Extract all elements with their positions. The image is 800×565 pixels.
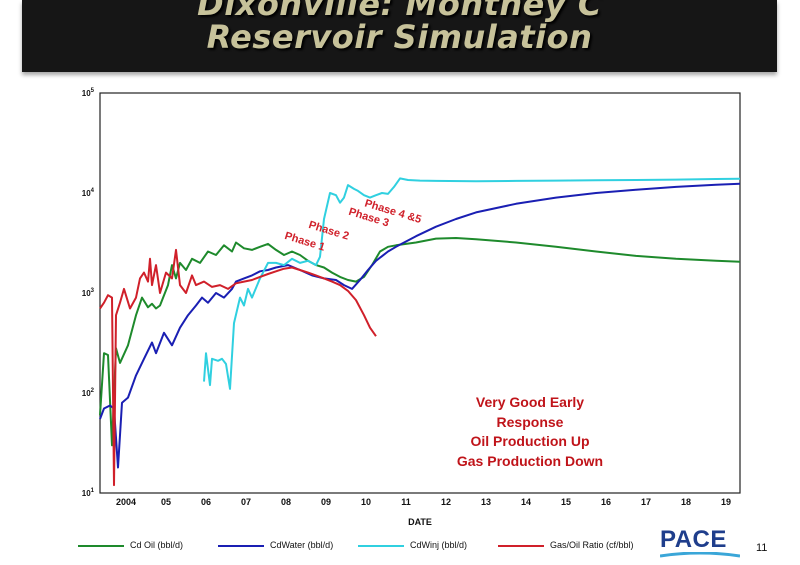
legend-item-injection: CdWinj (bbl/d) [358, 540, 467, 550]
series-line-2 [203, 177, 741, 390]
x-tick-label: 11 [401, 497, 411, 507]
chart-series [99, 177, 741, 487]
chart-axes [99, 92, 741, 494]
legend-item-gor: Gas/Oil Ratio (cf/bbl) [498, 540, 634, 550]
results-annotation: Very Good Early Response Oil Production … [430, 393, 630, 471]
series-line-3 [99, 248, 377, 487]
series-line-0 [99, 237, 741, 447]
slide-title-line-1: Dixonville: Montney C [197, 0, 602, 23]
x-tick-label: 05 [161, 497, 171, 507]
x-tick-label: 06 [201, 497, 211, 507]
x-tick-label: 07 [241, 497, 251, 507]
x-tick-label: 10 [361, 497, 371, 507]
y-tick-label: 103 [82, 288, 95, 298]
pace-logo: PACE [660, 526, 740, 558]
legend-label-gor: Gas/Oil Ratio (cf/bbl) [550, 540, 634, 550]
y-tick-label: 102 [82, 388, 95, 398]
legend-item-oil: Cd Oil (bbl/d) [78, 540, 183, 550]
x-tick-label: 14 [521, 497, 531, 507]
y-tick-label: 105 [82, 88, 95, 98]
legend-item-water: CdWater (bbl/d) [218, 540, 333, 550]
x-tick-label: 16 [601, 497, 611, 507]
x-tick-label: 19 [721, 497, 731, 507]
annotation-line-4: Gas Production Down [456, 452, 604, 469]
x-tick-label: 17 [641, 497, 651, 507]
legend-label-oil: Cd Oil (bbl/d) [130, 540, 184, 550]
y-tick-label: 104 [82, 188, 95, 198]
chart-tick-labels: 2004 05 06 07 08 09 10 11 12 13 14 15 16 17 18 19 101 102… [82, 88, 731, 507]
x-tick-label: 12 [441, 497, 451, 507]
legend-swatch-oil [78, 544, 124, 547]
slide-title-line-2: Reservoir Simulation [206, 18, 593, 56]
title-banner [22, 0, 777, 72]
x-tick-label: 18 [681, 497, 691, 507]
logo-swoosh-icon [660, 552, 740, 558]
legend-swatch-injection [358, 544, 404, 547]
x-tick-label: 13 [481, 497, 491, 507]
legend-label-injection: CdWinj (bbl/d) [410, 540, 468, 550]
chart-legend: Cd Oil (bbl/d) CdWater (bbl/d) CdWinj (b… [78, 540, 638, 554]
annotation-line-2: Response [496, 413, 564, 430]
legend-swatch-water [218, 544, 264, 547]
x-axis-label: DATE [408, 517, 432, 527]
legend-swatch-gor [498, 544, 544, 547]
annotation-line-1: Very Good Early [475, 394, 585, 410]
legend-label-water: CdWater (bbl/d) [270, 540, 334, 550]
x-tick-label: 09 [321, 497, 331, 507]
slide-title: Dixonville: Montney C Reservoir Simulati… [22, 0, 777, 54]
y-tick-label: 101 [82, 488, 95, 498]
x-tick-label: 08 [281, 497, 291, 507]
logo-text: PACE [660, 526, 727, 553]
annotation-line-3: Oil Production Up [470, 433, 590, 449]
plot-frame [99, 92, 741, 494]
x-tick-label: 2004 [116, 497, 136, 507]
page-number: 11 [756, 542, 768, 554]
x-tick-label: 15 [561, 497, 571, 507]
